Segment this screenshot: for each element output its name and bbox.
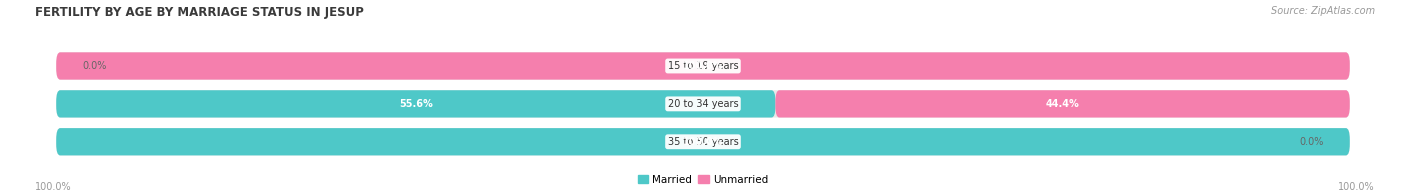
FancyBboxPatch shape (56, 128, 1350, 155)
Text: 55.6%: 55.6% (399, 99, 433, 109)
Text: 100.0%: 100.0% (683, 61, 723, 71)
Text: Source: ZipAtlas.com: Source: ZipAtlas.com (1271, 6, 1375, 16)
FancyBboxPatch shape (776, 90, 1350, 118)
Legend: Married, Unmarried: Married, Unmarried (634, 171, 772, 189)
Text: 0.0%: 0.0% (1299, 137, 1324, 147)
FancyBboxPatch shape (56, 128, 1350, 155)
Text: 0.0%: 0.0% (82, 61, 107, 71)
FancyBboxPatch shape (56, 52, 1350, 80)
Text: 44.4%: 44.4% (1046, 99, 1080, 109)
FancyBboxPatch shape (56, 52, 1350, 80)
Text: FERTILITY BY AGE BY MARRIAGE STATUS IN JESUP: FERTILITY BY AGE BY MARRIAGE STATUS IN J… (35, 6, 364, 19)
Text: 35 to 50 years: 35 to 50 years (668, 137, 738, 147)
Text: 20 to 34 years: 20 to 34 years (668, 99, 738, 109)
FancyBboxPatch shape (56, 90, 1350, 118)
Text: 100.0%: 100.0% (35, 182, 72, 192)
Text: 100.0%: 100.0% (1339, 182, 1375, 192)
Text: 15 to 19 years: 15 to 19 years (668, 61, 738, 71)
FancyBboxPatch shape (56, 90, 776, 118)
Text: 100.0%: 100.0% (683, 137, 723, 147)
